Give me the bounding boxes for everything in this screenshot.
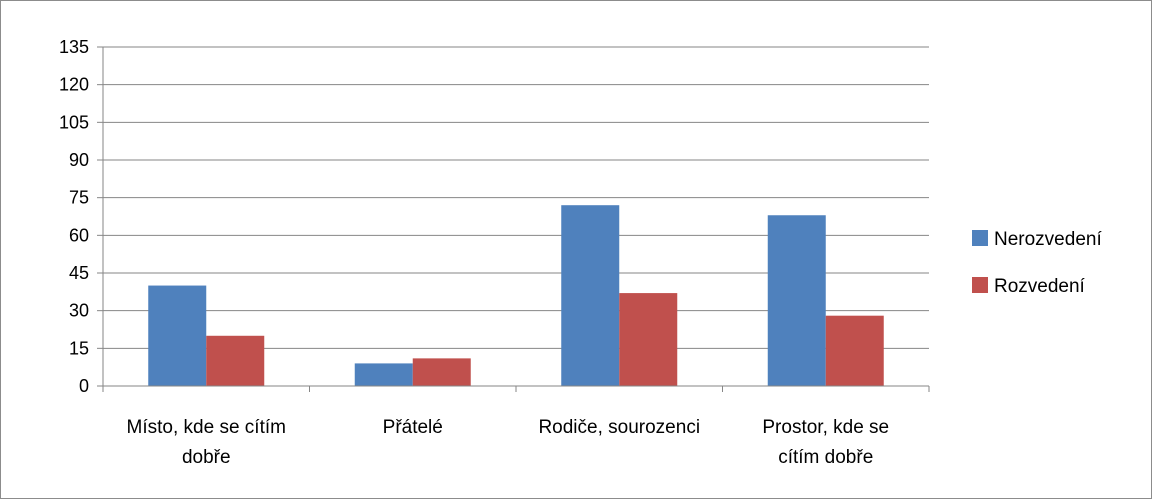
- legend-label: Rozvedení: [994, 276, 1086, 297]
- bar-nerozvedení-2: [561, 205, 620, 386]
- y-tick-label: 120: [59, 75, 89, 95]
- y-tick-label: 60: [69, 225, 89, 245]
- x-tick-label: Prostor, kde se: [762, 417, 889, 438]
- bar-rozvedení-3: [825, 315, 884, 386]
- legend: Nerozvedení Rozvedení: [972, 229, 1102, 297]
- legend-swatch: [972, 277, 988, 293]
- legend-label: Nerozvedení: [994, 229, 1102, 250]
- bar-nerozvedení-3: [767, 215, 826, 386]
- y-tick-label: 105: [59, 112, 89, 132]
- y-tick-label: 90: [69, 150, 89, 170]
- bar-nerozvedení-0: [148, 285, 207, 386]
- y-tick-label: 30: [69, 301, 89, 321]
- x-tick-label: dobře: [182, 447, 231, 468]
- bar-rozvedení-0: [206, 335, 265, 386]
- bar-rozvedení-2: [619, 293, 678, 386]
- y-tick-labels: 0 15 30 45 60 75 90 105 120 135: [59, 37, 89, 396]
- y-tick-label: 75: [69, 188, 89, 208]
- axes: [97, 46, 930, 392]
- y-tick-label: 135: [59, 37, 89, 57]
- x-tick-label: Místo, kde se cítím: [127, 417, 286, 438]
- x-tick-labels: Místo, kde se cítím dobře Přátelé Rodiče, s…: [127, 417, 890, 468]
- bar-nerozvedení-1: [354, 363, 413, 386]
- bars: [148, 205, 884, 386]
- y-tick-label: 45: [69, 263, 89, 283]
- y-tick-label: 15: [69, 338, 89, 358]
- y-tick-label: 0: [79, 376, 89, 396]
- x-tick-label: cítím dobře: [778, 447, 873, 468]
- gridlines: [103, 46, 929, 349]
- x-tick-label: Přátelé: [383, 417, 443, 438]
- x-tick-label: Rodiče, sourozenci: [538, 417, 700, 438]
- legend-swatch: [972, 230, 988, 246]
- bar-rozvedení-1: [412, 358, 471, 386]
